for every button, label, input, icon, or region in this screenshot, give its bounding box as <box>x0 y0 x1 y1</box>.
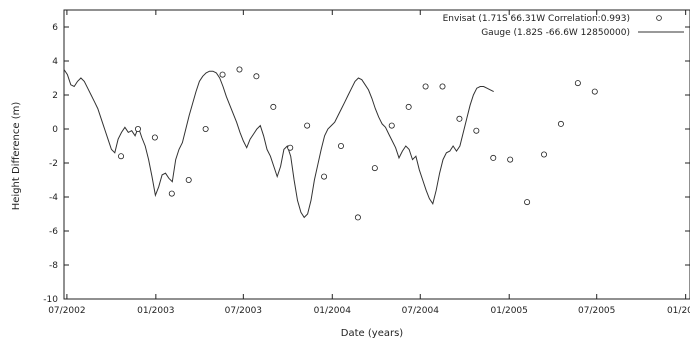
gauge-line <box>63 69 494 219</box>
y-tick-label: 4 <box>52 57 58 67</box>
envisat-point <box>490 154 497 161</box>
envisat-point <box>456 115 463 122</box>
envisat-point <box>168 190 175 197</box>
x-tick-label: 01/2004 <box>314 306 352 316</box>
envisat-point <box>304 122 311 129</box>
envisat-point <box>591 88 598 95</box>
y-axis-ticks: 6 4 2 0 -2 -4 -6 -8 -10 <box>43 23 690 305</box>
y-tick-label: -6 <box>49 227 58 237</box>
legend: Envisat (1.71S 66.31W Correlation:0.993)… <box>443 14 684 38</box>
envisat-point <box>270 103 277 110</box>
y-tick-label: 2 <box>52 91 58 101</box>
envisat-point <box>236 66 243 73</box>
gauge-series <box>63 69 494 219</box>
y-axis-title: Height Difference (m) <box>11 102 22 211</box>
envisat-point <box>202 126 209 133</box>
envisat-point <box>185 176 192 183</box>
y-tick-label: -8 <box>49 261 58 271</box>
x-tick-label: 01/2005 <box>491 306 528 316</box>
x-tick-label: 01/2006 <box>667 306 690 316</box>
y-tick-label: 0 <box>52 125 58 135</box>
envisat-point <box>287 144 294 151</box>
x-tick-label: 07/2004 <box>402 306 440 316</box>
envisat-point <box>439 83 446 90</box>
y-tick-label: 6 <box>52 23 58 33</box>
envisat-point <box>134 126 141 133</box>
plot-frame <box>63 9 690 300</box>
envisat-point <box>388 122 395 129</box>
x-tick-label: 07/2002 <box>48 306 85 316</box>
legend-label-envisat: Envisat (1.71S 66.31W Correlation:0.993) <box>443 14 630 24</box>
envisat-point <box>405 103 412 110</box>
envisat-point <box>118 153 125 160</box>
envisat-point <box>422 83 429 90</box>
y-tick-label: -2 <box>49 159 58 169</box>
x-axis-ticks: 07/2002 01/2003 07/2003 01/2004 07/2004 01/20… <box>48 10 690 316</box>
envisat-point <box>541 151 548 158</box>
envisat-point <box>524 199 531 206</box>
x-tick-label: 01/2003 <box>137 306 174 316</box>
y-tick-label: -4 <box>49 193 58 203</box>
envisat-point <box>151 134 158 141</box>
envisat-point <box>253 73 260 80</box>
envisat-point <box>574 80 581 87</box>
envisat-point <box>219 71 226 78</box>
legend-label-gauge: Gauge (1.82S -66.6W 12850000) <box>481 28 630 38</box>
envisat-series <box>118 66 598 221</box>
envisat-point <box>371 165 378 172</box>
legend-marker-envisat <box>656 15 662 21</box>
envisat-point <box>321 173 328 180</box>
envisat-point <box>473 127 480 134</box>
x-axis-title: Date (years) <box>341 328 404 339</box>
envisat-point <box>507 156 514 163</box>
envisat-point <box>354 214 361 221</box>
envisat-point <box>337 142 344 149</box>
x-tick-label: 07/2003 <box>225 306 262 316</box>
y-tick-label: -10 <box>43 295 58 305</box>
x-tick-label: 07/2005 <box>578 306 615 316</box>
envisat-point <box>557 120 564 127</box>
